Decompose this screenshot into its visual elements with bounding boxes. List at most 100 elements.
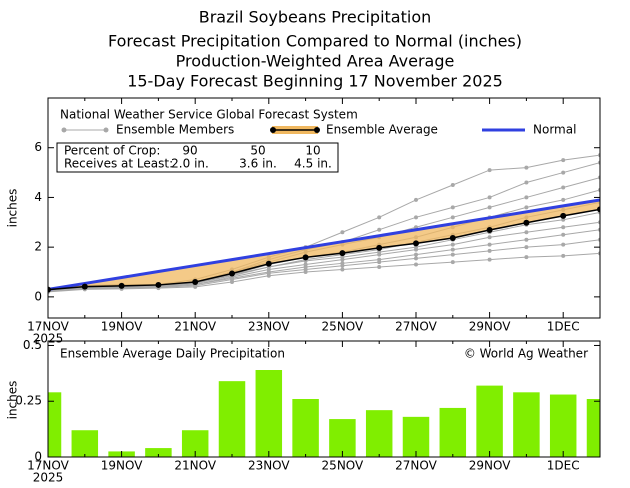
bar — [292, 399, 319, 457]
ensemble-member-point — [561, 185, 566, 190]
ensemble-member-point — [487, 235, 492, 240]
ensemble-member-point — [266, 273, 271, 278]
ensemble-member-point — [524, 180, 529, 185]
panel-title: Ensemble Average Daily Precipitation — [60, 347, 285, 361]
ensemble-member-point — [414, 256, 418, 261]
ensemble-member-point — [561, 158, 566, 163]
ensemble-member-point — [487, 205, 492, 210]
legend-label: Ensemble Average — [326, 123, 438, 137]
series-point — [449, 234, 456, 241]
bar — [145, 448, 172, 457]
ensemble-member-point — [487, 248, 492, 253]
x-tick-label: 19NOV — [101, 320, 143, 334]
ensemble-member — [48, 211, 600, 291]
y-tick-label: 0.25 — [15, 394, 42, 408]
x-tick-label: 23NOV — [248, 320, 290, 334]
series-line — [48, 208, 600, 291]
x-tick-label: 17NOV — [27, 459, 69, 473]
ensemble-member-point — [524, 230, 529, 235]
bar — [365, 410, 393, 457]
legend-swatch — [270, 127, 276, 133]
bar — [48, 392, 62, 457]
plot-area — [48, 153, 600, 294]
x-year-label: 2025 — [33, 471, 64, 485]
series-point — [597, 206, 600, 213]
x-tick-label: 23NOV — [248, 459, 290, 473]
legend-swatch — [103, 127, 109, 133]
series-point — [302, 254, 309, 261]
ensemble-member-point — [340, 263, 345, 268]
ensemble-member-point — [561, 225, 566, 230]
x-tick-label: 27NOV — [395, 320, 437, 334]
ensemble-member-point — [340, 267, 345, 272]
bar — [476, 385, 503, 457]
ensemble-member-point — [340, 257, 345, 262]
x-tick-label: 27NOV — [395, 459, 437, 473]
ensemble-member-point — [414, 247, 418, 252]
series-point — [48, 286, 51, 293]
ensemble-member-point — [414, 215, 418, 220]
x-tick-label: 29NOV — [469, 320, 511, 334]
chart-subtitle: 15-Day Forecast Beginning 17 November 20… — [127, 72, 503, 91]
ensemble-member-point — [561, 242, 566, 247]
y-tick-label: 0.5 — [23, 338, 42, 352]
ensemble-member-point — [414, 197, 418, 202]
ensemble-member-point — [561, 217, 566, 222]
x-tick-label: 21NOV — [174, 320, 216, 334]
crop-percent: 50 — [250, 144, 265, 158]
ensemble-member-point — [487, 257, 492, 262]
chart-title: Brazil Soybeans Precipitation — [199, 8, 432, 27]
ensemble-member-point — [487, 168, 492, 173]
y-tick-label: 0 — [34, 289, 42, 303]
ensemble-member-point — [414, 262, 418, 267]
legend-title: National Weather Service Global Forecast… — [60, 108, 358, 122]
ensemble-member-point — [487, 195, 492, 200]
ensemble-member-point — [561, 232, 566, 237]
ensemble-member-point — [524, 237, 529, 242]
ensemble-member — [48, 252, 600, 293]
bar — [586, 399, 600, 457]
ensemble-member-point — [450, 247, 455, 252]
series-point — [376, 244, 383, 251]
x-year-label: 2025 — [33, 332, 64, 346]
x-tick-label: 1DEC — [547, 459, 580, 473]
ensemble-member-point — [487, 242, 492, 247]
ensemble-member-point — [450, 183, 455, 188]
ensemble-member-point — [450, 215, 455, 220]
bar — [218, 381, 246, 457]
crop-table-row-label: Receives at Least: — [64, 157, 173, 171]
series-point — [523, 219, 530, 226]
series-point — [413, 240, 419, 247]
series-point — [81, 283, 88, 290]
ensemble-member-point — [524, 255, 529, 260]
ensemble-member-point — [450, 260, 455, 265]
ensemble-member-point — [524, 165, 529, 170]
y-tick-label: 4 — [34, 190, 42, 204]
ensemble-member-point — [377, 252, 382, 257]
bar — [255, 370, 283, 457]
crop-table-header: Percent of Crop: — [64, 144, 160, 158]
ensemble-member-point — [524, 195, 529, 200]
y-tick-label: 6 — [34, 140, 42, 154]
x-tick-label: 19NOV — [101, 459, 143, 473]
ensemble-member-point — [524, 245, 529, 250]
crop-amount: 4.5 in. — [294, 157, 332, 171]
ensemble-member-point — [561, 170, 566, 175]
ensemble-member-point — [377, 260, 382, 265]
crop-amount: 2.0 in. — [171, 157, 209, 171]
ensemble-member-point — [377, 227, 382, 232]
ensemble-member — [48, 239, 600, 292]
series-point — [155, 281, 162, 288]
ensemble-member-point — [450, 242, 455, 247]
chart-subtitle: Production-Weighted Area Average — [176, 52, 455, 71]
y-axis-label: inches — [6, 381, 20, 420]
y-tick-label: 0 — [34, 450, 42, 464]
legend-label: Normal — [533, 123, 576, 137]
plot-frame — [47, 340, 601, 458]
plot-area — [48, 370, 600, 457]
ensemble-member-point — [377, 215, 382, 220]
series-point — [486, 227, 493, 233]
legend-label: Ensemble Members — [116, 123, 234, 137]
crop-table-box — [56, 142, 339, 173]
